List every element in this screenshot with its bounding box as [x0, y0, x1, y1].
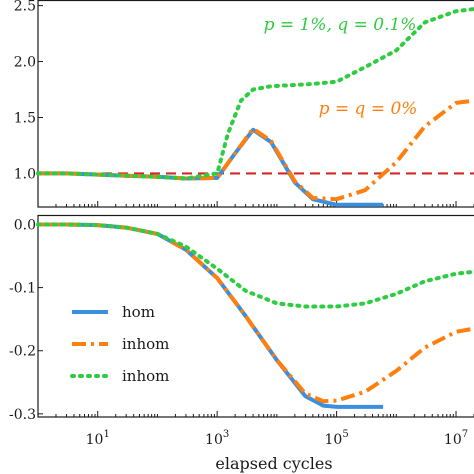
- bottom-panel: 0.0 -0.1 -0.2 -0.3 101 103 105 107 hom inhom inhom: [9, 214, 474, 448]
- series-line-dotted: [36, 222, 474, 309]
- legend-label: hom: [122, 303, 155, 321]
- x-tick-label: 107: [444, 429, 468, 448]
- y-tick-label: 0.0: [14, 217, 36, 233]
- legend-label: inhom: [122, 335, 169, 353]
- y-tick-label: 1.5: [14, 110, 36, 126]
- axes-frame-1: [37, 0, 474, 208]
- x-axis-label: elapsed cycles: [215, 454, 332, 473]
- y-tick-label: -0.2: [9, 344, 36, 360]
- y-tick-label: 1.0: [14, 166, 36, 182]
- top-panel: 1.0 1.5 2.0 2.5 p = 1%, q = 0.1% p = q = 0%: [14, 0, 474, 208]
- y-tick-label: 2.0: [14, 55, 36, 71]
- series-line-solid: [38, 222, 384, 409]
- y-tick-label: -0.3: [9, 407, 36, 423]
- legend-label: inhom: [122, 367, 169, 385]
- series-line-dashdot: [38, 222, 474, 404]
- x-tick-label: 103: [205, 429, 229, 448]
- x-tick-label: 105: [324, 429, 348, 448]
- series-line-solid: [38, 127, 384, 207]
- annotation-label: p = q = 0%: [319, 99, 418, 119]
- series-line-dotted: [36, 7, 474, 181]
- x-tick-label: 101: [86, 429, 110, 448]
- y-tick-label: 2.5: [14, 0, 36, 15]
- axes-frame-2: [37, 214, 474, 418]
- y-tick-label: -0.1: [9, 281, 36, 297]
- annotation-label: p = 1%, q = 0.1%: [264, 15, 417, 35]
